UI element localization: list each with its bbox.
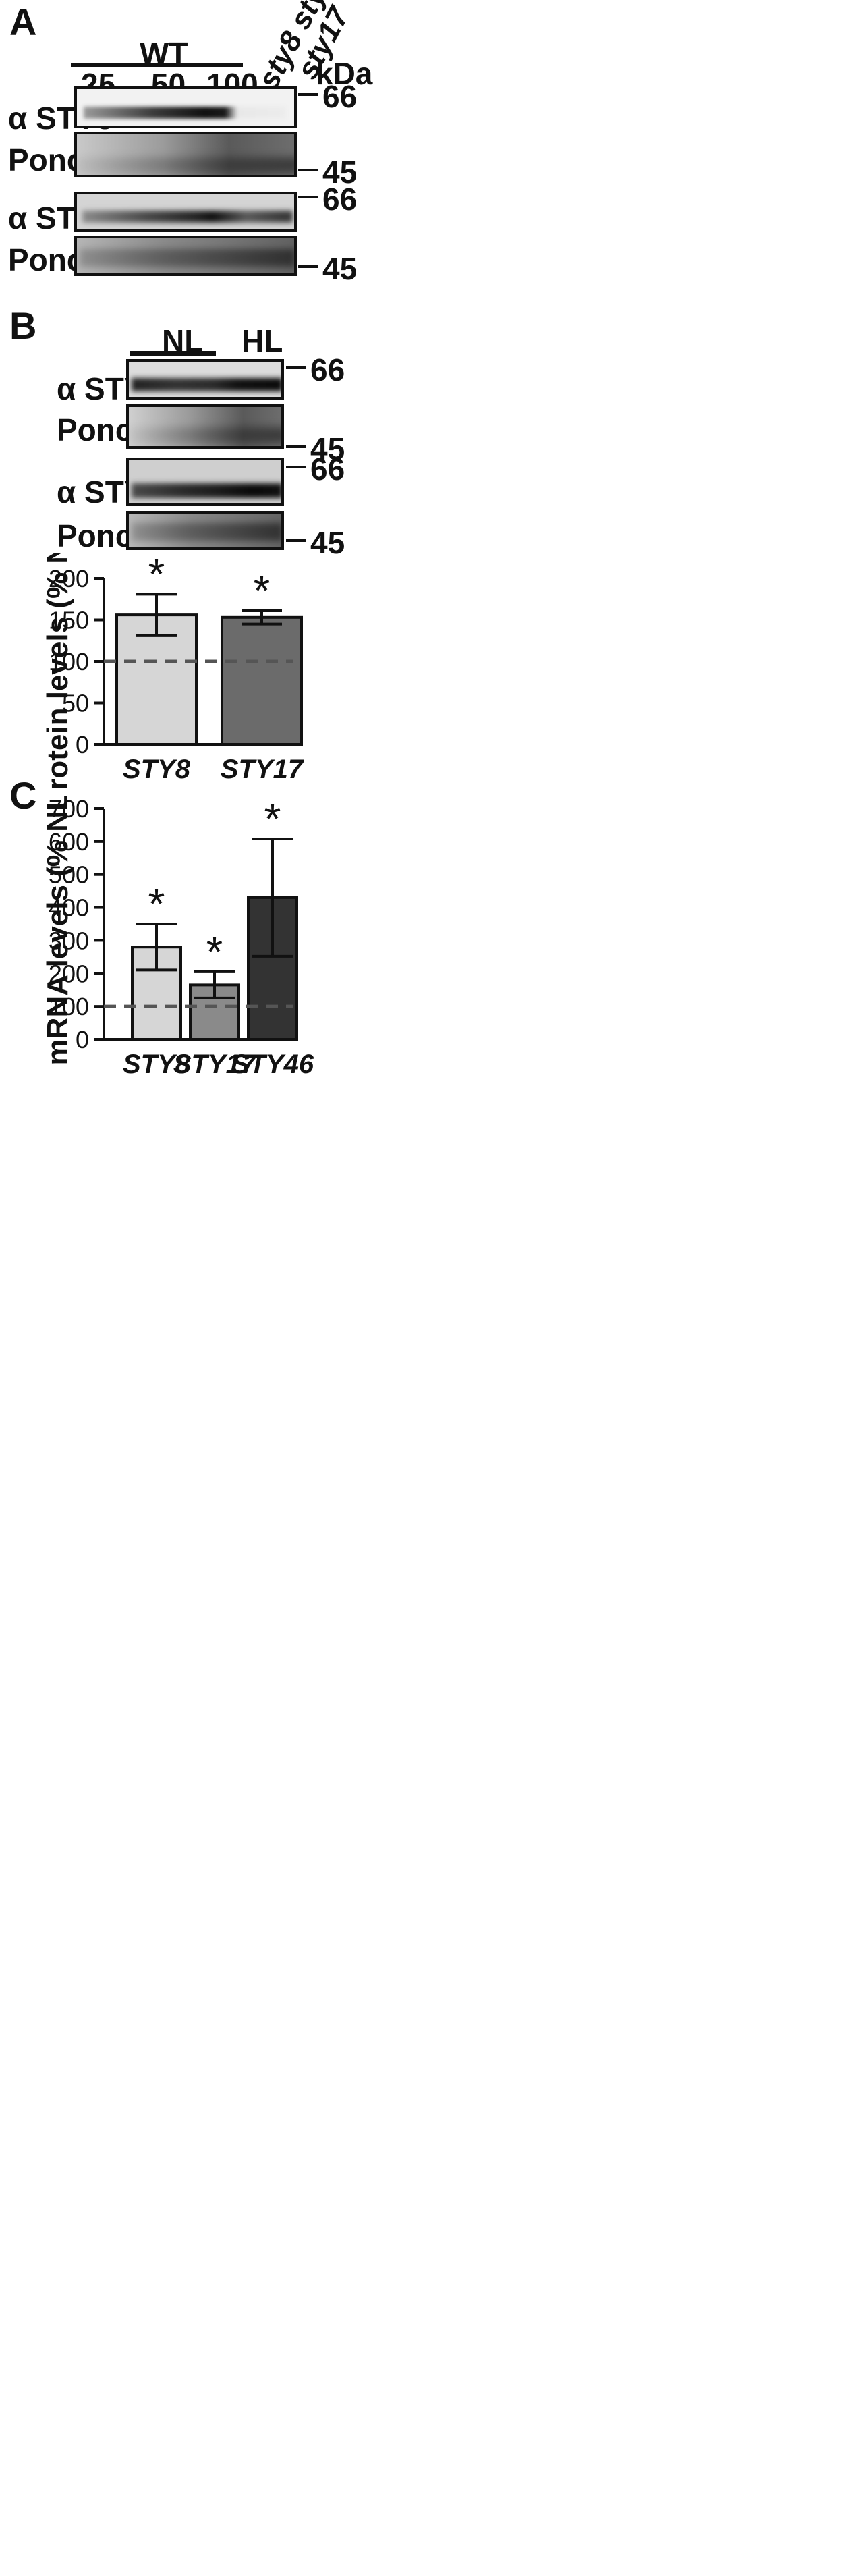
panel-c-label: C <box>9 774 37 817</box>
protein-category-label: STY8 <box>123 755 191 784</box>
hl-group-label: HL <box>242 323 283 358</box>
kda-unit-label: kDa <box>316 56 373 91</box>
marker-b-1: 66 <box>310 352 345 387</box>
protein-bar-sty17 <box>221 615 303 746</box>
panel-a-label: A <box>9 1 37 43</box>
marker-tick-a-1 <box>298 93 318 96</box>
protein-y-axis-label: protein levels (% NL) <box>41 553 74 790</box>
protein-significance-star: * <box>254 566 271 615</box>
mrna-category-label: STY46 <box>231 1049 314 1079</box>
protein-category-label: STY17 <box>221 755 304 784</box>
marker-b-3: 66 <box>310 451 345 487</box>
blot-b-sty17 <box>126 458 284 506</box>
protein-significance-star: * <box>148 553 165 598</box>
marker-tick-a-2 <box>298 169 318 171</box>
mrna-y-tick-label: 500 <box>49 861 89 889</box>
marker-a-2: 45 <box>322 155 358 190</box>
nl-group-bar <box>130 351 216 356</box>
marker-b-4: 45 <box>310 525 345 560</box>
mrna-category-label: STY8 <box>123 1049 191 1079</box>
mrna-significance-star: * <box>264 796 281 843</box>
blot-b-ponceau-2 <box>126 511 284 550</box>
mrna-significance-star: * <box>206 927 223 976</box>
mrna-y-tick-label: 200 <box>49 960 89 987</box>
mrna-y-tick-label: 300 <box>49 927 89 954</box>
marker-tick-a-3 <box>298 196 318 198</box>
marker-tick-b-2 <box>286 445 306 448</box>
protein-y-tick-label: 200 <box>49 565 89 593</box>
marker-b-2: 45 <box>310 431 345 466</box>
mrna-y-tick-label: 0 <box>76 1026 89 1053</box>
blot-b-ponceau-1 <box>126 404 284 449</box>
marker-a-4: 45 <box>322 251 358 286</box>
wt-group-bar <box>71 63 243 67</box>
marker-a-1: 66 <box>322 79 358 114</box>
mrna-category-label: STY17 <box>173 1049 257 1079</box>
panel-b-label: B <box>9 304 37 347</box>
blot-b-sty8 <box>126 359 284 400</box>
marker-tick-b-3 <box>286 466 306 468</box>
marker-a-3: 66 <box>322 182 358 217</box>
protein-y-tick-label: 0 <box>76 731 89 759</box>
mrna-y-tick-label: 100 <box>49 993 89 1020</box>
marker-tick-b-1 <box>286 366 306 369</box>
protein-y-tick-label: 50 <box>62 690 89 717</box>
blot-a-ponceau-1 <box>74 132 297 177</box>
mrna-significance-star: * <box>148 879 165 928</box>
marker-tick-b-4 <box>286 539 306 542</box>
mrna-y-tick-label: 600 <box>49 828 89 856</box>
protein-y-tick-label: 100 <box>49 648 89 676</box>
mrna-y-tick-label: 700 <box>49 796 89 823</box>
mrna-y-tick-label: 400 <box>49 894 89 922</box>
blot-a-ponceau-2 <box>74 236 297 276</box>
blot-a-sty17 <box>74 192 297 232</box>
mrna-y-axis-label: mRNA levels (% NL) <box>41 796 74 1065</box>
protein-y-tick-label: 150 <box>49 607 89 634</box>
marker-tick-a-4 <box>298 265 318 268</box>
blot-a-sty8 <box>74 86 297 128</box>
